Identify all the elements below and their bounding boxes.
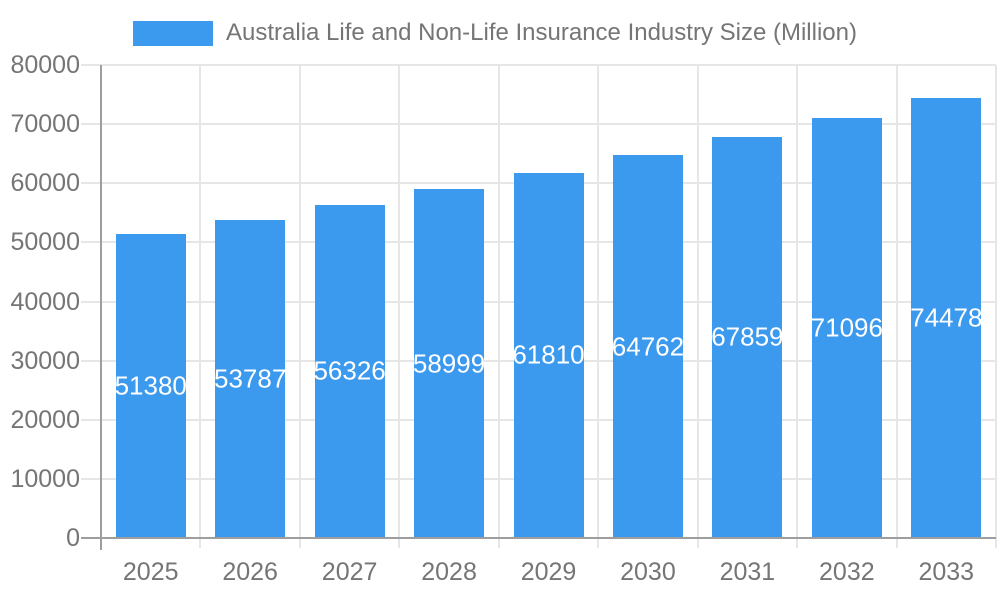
bar-value-label: 53787 [214, 363, 287, 394]
x-tick-label: 2029 [520, 558, 577, 586]
y-tick-label: 0 [66, 524, 80, 552]
bar-2027: 56326 [313, 204, 386, 538]
x-tick-label: 2032 [819, 558, 875, 586]
x-tick-label: 2031 [719, 558, 776, 586]
gridline-horizontal [81, 123, 996, 126]
gridline-vertical [398, 65, 401, 548]
x-tick-label: 2025 [122, 558, 179, 586]
x-tick-label: 2027 [321, 558, 378, 586]
x-tick-label: 2028 [421, 558, 477, 586]
bar-value-label: 71096 [810, 312, 883, 343]
y-tick-label: 30000 [10, 346, 80, 375]
x-tick-label: 2033 [918, 558, 975, 586]
gridline-vertical [796, 65, 799, 548]
bar-2026: 53787 [214, 219, 287, 538]
y-tick-label: 40000 [10, 287, 80, 316]
x-tick-label: 2026 [222, 558, 278, 586]
gridline-vertical [696, 65, 699, 548]
legend: Australia Life and Non-Life Insurance In… [133, 19, 857, 47]
bar-value-label: 64762 [611, 331, 685, 362]
gridline-vertical [199, 65, 202, 548]
y-tick-label: 70000 [10, 110, 80, 139]
bar-2033: 74478 [910, 97, 983, 538]
gridline-vertical [995, 65, 997, 548]
bar-2031: 67859 [711, 136, 784, 538]
bar-value-label: 51380 [114, 370, 187, 401]
y-tick-label: 60000 [10, 169, 80, 198]
x-axis-baseline [81, 537, 996, 539]
legend-swatch [133, 20, 213, 46]
bar-value-label: 61810 [512, 339, 585, 370]
y-tick-label: 20000 [10, 405, 80, 434]
bar-value-label: 67859 [711, 321, 784, 352]
gridline-vertical [298, 65, 301, 548]
bar-2032: 71096 [810, 117, 883, 538]
bar-value-label: 74478 [910, 302, 983, 333]
gridline-vertical [895, 65, 898, 548]
gridline-horizontal [81, 64, 996, 66]
x-tick-label: 2030 [620, 558, 676, 586]
y-tick-label: 80000 [10, 51, 80, 79]
bar-2025: 51380 [114, 234, 187, 538]
legend-label: Australia Life and Non-Life Insurance In… [226, 19, 857, 46]
y-tick-label: 50000 [10, 228, 80, 257]
y-tick-label: 10000 [10, 464, 80, 493]
plot-area: 0 10000 20000 30000 40000 50000 60000 70000 8000… [10, 51, 997, 586]
bar-2029: 61810 [512, 172, 585, 538]
gridline-vertical [497, 65, 500, 548]
bar-2028: 58999 [412, 189, 486, 538]
bar-value-label: 58999 [412, 348, 486, 379]
bar-2030: 64762 [611, 155, 685, 538]
gridline-vertical [597, 65, 600, 548]
y-axis-line [100, 65, 102, 550]
bar-value-label: 56326 [313, 355, 386, 386]
